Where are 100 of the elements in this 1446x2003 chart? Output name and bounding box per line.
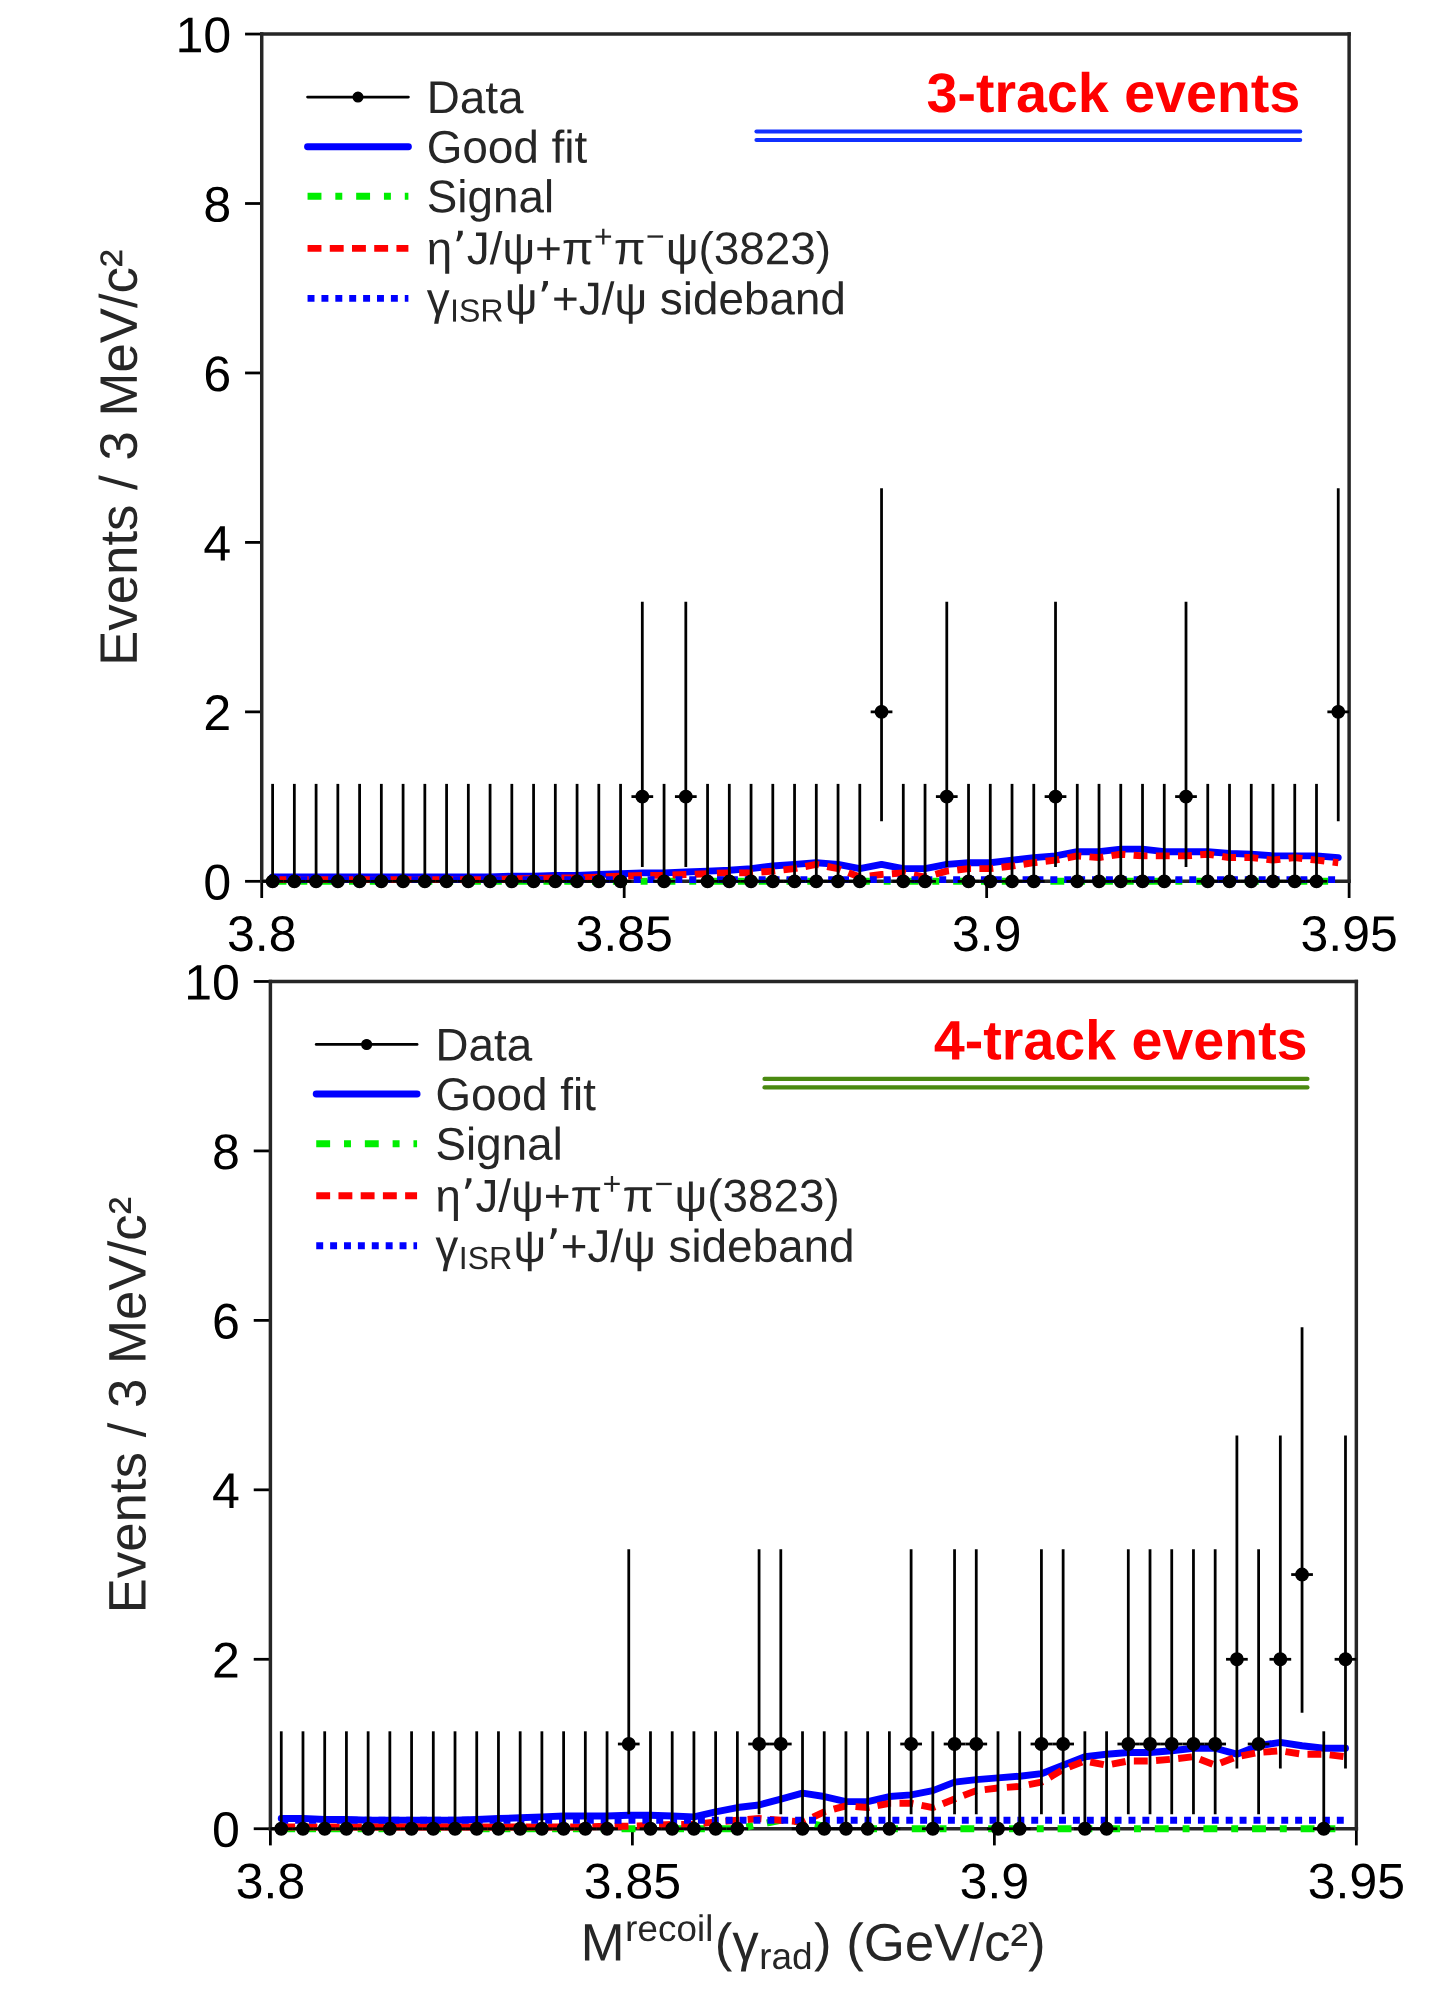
point (461, 874, 476, 889)
point (831, 874, 845, 889)
y-tick-label: 8 (205, 186, 229, 223)
point (1005, 874, 1019, 889)
point (404, 1821, 419, 1836)
point (591, 874, 606, 889)
point (1056, 1737, 1071, 1751)
legend-label: Signal (428, 179, 552, 222)
point (1121, 1737, 1136, 1751)
point (1186, 1737, 1201, 1751)
point (983, 874, 998, 889)
point (504, 874, 519, 889)
point (947, 1737, 962, 1751)
point (1309, 874, 1324, 889)
point (309, 874, 324, 889)
point (330, 874, 345, 889)
point (874, 704, 889, 719)
point (483, 874, 498, 889)
point (1077, 1821, 1092, 1836)
point (361, 1821, 376, 1836)
point (635, 789, 650, 804)
y-axis-title: Events / 3 MeV/c² (107, 1197, 147, 1610)
x-tick-label: 3.8 (237, 1863, 303, 1899)
point (439, 874, 454, 889)
legend-label: γ$_{ISR}$ψ’+J/ψ sideband (426, 280, 843, 324)
point (1070, 874, 1085, 889)
point (1135, 874, 1150, 889)
point (287, 874, 302, 889)
point (860, 1821, 875, 1836)
legend-label: γ$_{ISR}$ψ’+J/ψ sideband (435, 1228, 852, 1272)
point (578, 1821, 593, 1836)
point (448, 1821, 462, 1836)
point (686, 1821, 701, 1836)
point (1266, 874, 1280, 889)
x-tick-label: 3.8 (228, 915, 295, 952)
point (621, 1737, 636, 1751)
point (752, 1737, 767, 1751)
point (339, 1821, 354, 1836)
point (534, 1821, 549, 1836)
point (1143, 1737, 1157, 1751)
point (1251, 1737, 1266, 1751)
point (352, 874, 367, 889)
point (1287, 874, 1302, 889)
y-tick-label: 6 (205, 356, 229, 392)
point (839, 1821, 853, 1836)
y-tick-label: 6 (214, 1303, 238, 1339)
y-tick-label: 4 (213, 1473, 239, 1508)
point (991, 1821, 1005, 1836)
legend-label: Good fit (429, 129, 587, 164)
point (773, 1737, 788, 1751)
y-axis-title: Events / 3 MeV/c² (98, 250, 138, 662)
point (296, 1821, 310, 1836)
point (1316, 1821, 1331, 1836)
point (317, 1821, 332, 1836)
point (1092, 874, 1106, 889)
point (882, 1821, 897, 1836)
point (657, 874, 672, 889)
point (600, 1821, 614, 1836)
point (417, 874, 432, 889)
point (1331, 704, 1346, 719)
point (513, 1821, 528, 1836)
point (374, 874, 389, 889)
point (1179, 789, 1193, 804)
point (548, 874, 563, 889)
y-tick-label: 8 (214, 1134, 238, 1170)
x-tick-label: 3.85 (585, 1863, 679, 1899)
y-tick-label: 10 (188, 964, 238, 1001)
point (896, 874, 911, 889)
legend-label: Signal (437, 1126, 560, 1170)
point (1113, 874, 1128, 889)
point (274, 1821, 289, 1836)
y-tick-label: 10 (179, 17, 230, 53)
point (570, 874, 585, 889)
point (526, 874, 541, 889)
point (744, 874, 758, 889)
point (795, 1821, 810, 1836)
point (1222, 874, 1237, 889)
point (678, 789, 693, 804)
x-tick-label: 3.95 (1309, 1863, 1403, 1899)
x-tick-label: 3.9 (953, 915, 1020, 952)
y-tick-label: 4 (204, 526, 230, 561)
point (700, 874, 715, 889)
point (722, 874, 737, 889)
point (1048, 789, 1063, 804)
point (1099, 1821, 1114, 1836)
legend-label: Good fit (437, 1076, 596, 1111)
point (765, 874, 780, 889)
point (396, 874, 411, 889)
x-tick-label: 3.9 (961, 1863, 1027, 1899)
point (730, 1821, 745, 1836)
point (969, 1737, 984, 1751)
point (643, 1821, 658, 1836)
point (265, 874, 280, 889)
point (961, 874, 976, 889)
point (925, 1821, 940, 1836)
point (852, 874, 867, 889)
y-tick-label: 2 (205, 695, 229, 730)
point (1026, 874, 1041, 889)
point (1208, 1737, 1223, 1751)
point (556, 1821, 571, 1836)
